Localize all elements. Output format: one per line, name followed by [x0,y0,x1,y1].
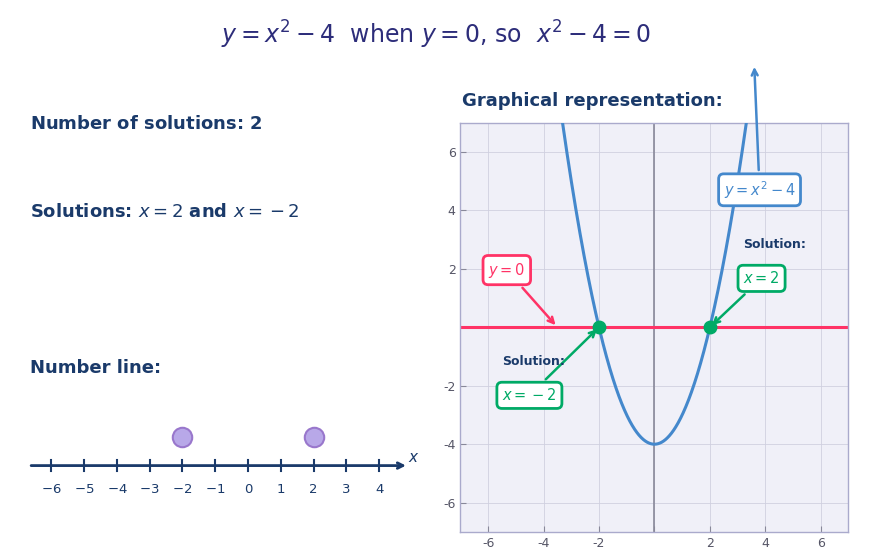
Text: 2: 2 [310,483,318,496]
Text: $-3$: $-3$ [140,483,160,496]
Text: Number of solutions: $\mathbf{2}$: Number of solutions: $\mathbf{2}$ [31,115,262,133]
Text: $-1$: $-1$ [205,483,226,496]
Text: $-6$: $-6$ [41,483,62,496]
Text: 0: 0 [244,483,252,496]
Text: $y = x^2 - 4$  when $y = 0$, so  $x^2 - 4 = 0$: $y = x^2 - 4$ when $y = 0$, so $x^2 - 4 … [221,19,651,51]
Text: Graphical representation:: Graphical representation: [462,91,723,110]
Text: $x = 2$: $x = 2$ [714,270,780,324]
Text: $-5$: $-5$ [74,483,94,496]
Text: $y = x^2 - 4$: $y = x^2 - 4$ [724,70,795,201]
Text: Solutions: $x = 2$ and $x = -2$: Solutions: $x = 2$ and $x = -2$ [31,203,300,221]
Text: $y = 0$: $y = 0$ [488,261,554,323]
Text: Solution:: Solution: [743,238,806,251]
Text: $-2$: $-2$ [173,483,193,496]
Text: $x$: $x$ [408,450,419,465]
Text: 1: 1 [276,483,285,496]
Text: Solution:: Solution: [502,355,565,368]
Text: $-4$: $-4$ [106,483,127,496]
Text: 4: 4 [375,483,384,496]
Text: $x = -2$: $x = -2$ [502,331,595,403]
Text: 3: 3 [342,483,351,496]
Text: Number line:: Number line: [31,359,161,377]
